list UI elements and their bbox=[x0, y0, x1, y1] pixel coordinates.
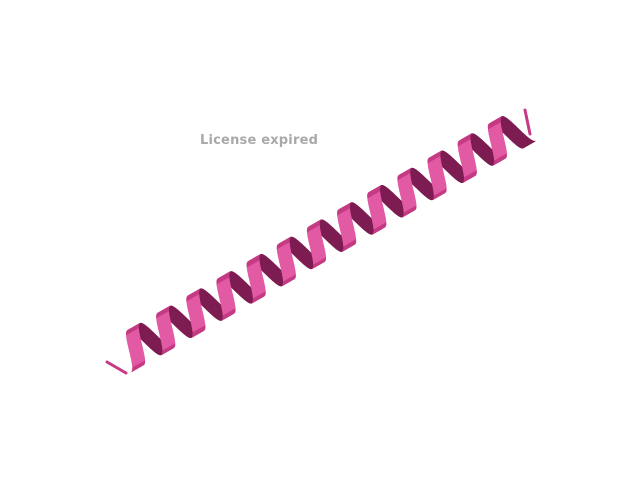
helix-ribbon-front-segment bbox=[458, 133, 472, 142]
helix-n-terminus-coil bbox=[105, 360, 128, 375]
helix-ribbon-front-segment bbox=[428, 150, 442, 159]
helix-ribbon-front-segment bbox=[277, 236, 291, 245]
helix-c-terminus-coil bbox=[523, 108, 532, 136]
helix-ribbon-front-segment bbox=[217, 271, 231, 280]
license-expired-watermark: License expired bbox=[200, 133, 319, 148]
helix-ribbon-front-segment bbox=[157, 305, 171, 314]
helix-ribbon-front-segment bbox=[187, 288, 201, 297]
protein-helix-ribbon bbox=[105, 108, 536, 375]
helix-ribbon-front-segment bbox=[127, 323, 141, 331]
helix-ribbon-front-segment bbox=[368, 185, 381, 194]
helix-ribbon-front-segment bbox=[307, 219, 321, 228]
helix-ribbon-back-segment bbox=[522, 140, 536, 149]
helix-ribbon-front-segment bbox=[398, 168, 412, 176]
helix-ribbon-front-segment bbox=[247, 254, 261, 262]
helix-ribbon-front-segment bbox=[488, 116, 502, 125]
helix-ribbon-front-segment bbox=[337, 202, 351, 211]
